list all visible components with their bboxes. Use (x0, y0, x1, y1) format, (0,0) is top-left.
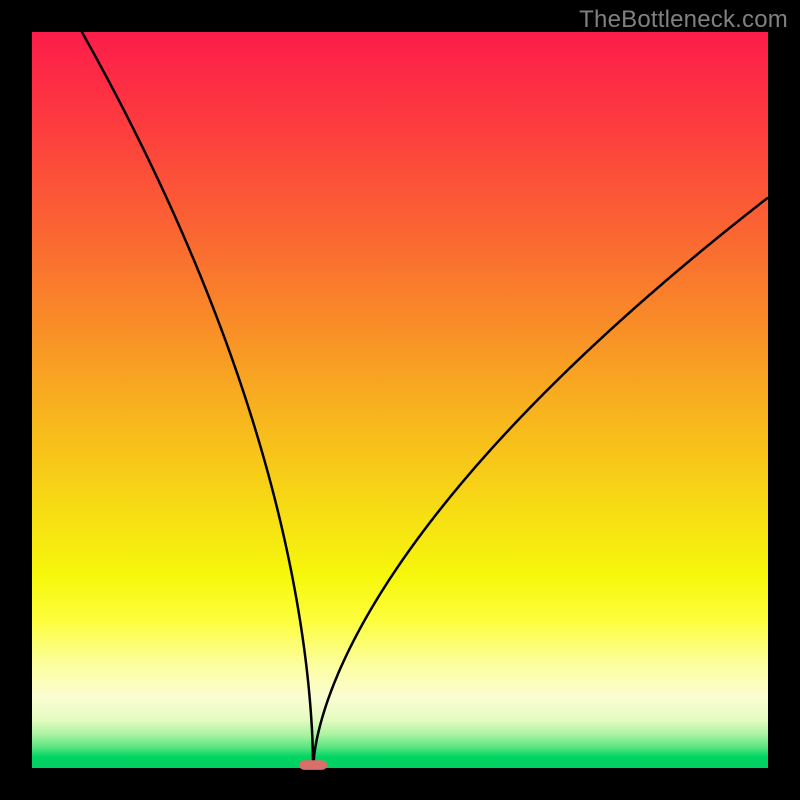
optimal-marker (299, 760, 327, 770)
bottleneck-chart (0, 0, 800, 800)
chart-container: TheBottleneck.com (0, 0, 800, 800)
watermark: TheBottleneck.com (579, 6, 788, 34)
chart-background (32, 32, 768, 768)
